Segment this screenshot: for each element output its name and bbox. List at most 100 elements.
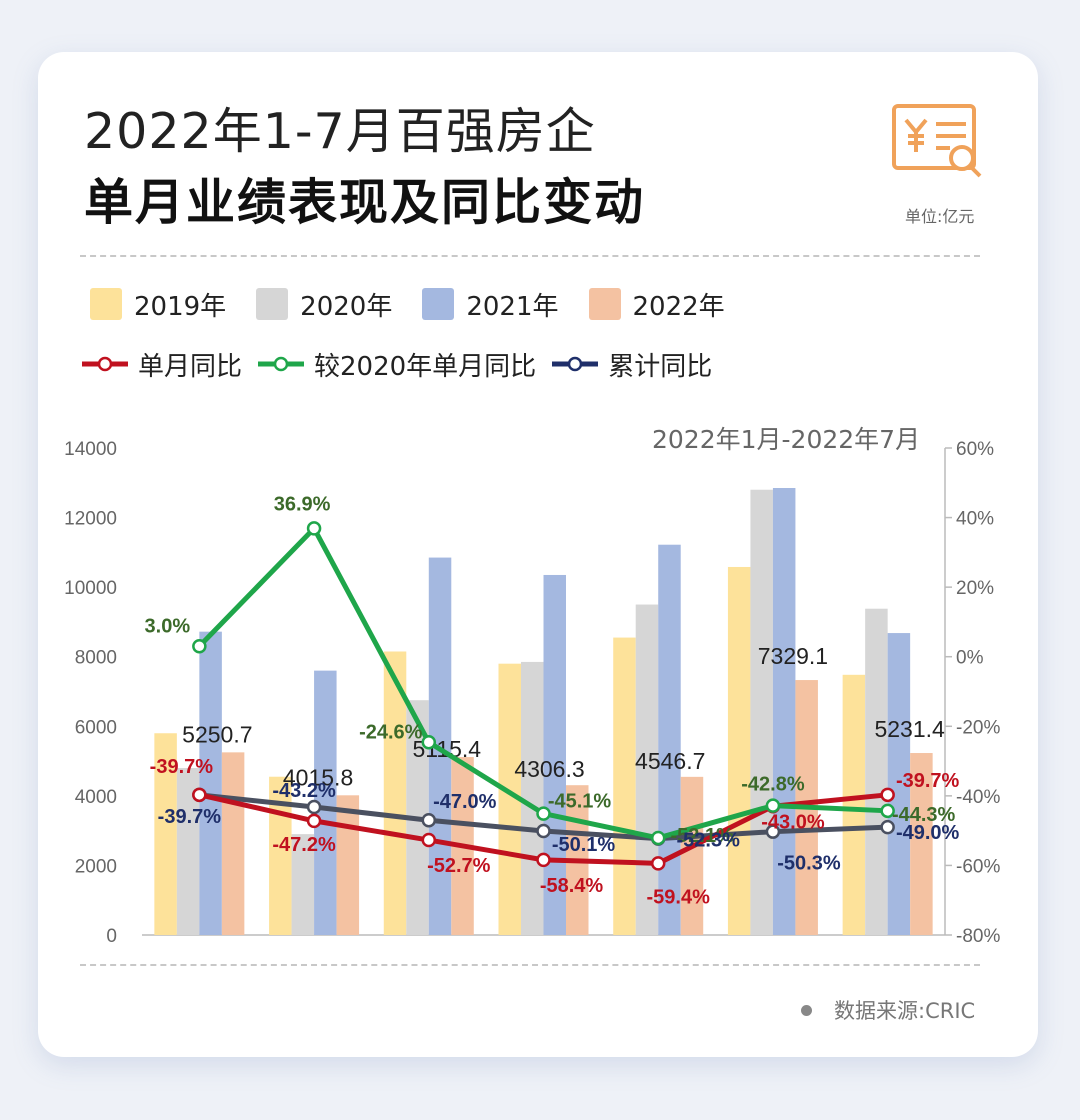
legend-line-marker	[552, 356, 599, 372]
y-right-tick-label: -20%	[956, 717, 1000, 738]
line-monthly-yoy-label: -59.4%	[647, 886, 711, 908]
y-left-tick-label: 6000	[75, 717, 117, 738]
y-left-tick-label: 4000	[75, 787, 117, 808]
line-cumulative-point	[421, 812, 437, 828]
line-cumulative-label: -47.0%	[433, 791, 497, 813]
bar-2020	[865, 608, 888, 935]
line-vs-2020-label: -24.6%	[359, 721, 423, 743]
line-cumulative-point	[765, 824, 781, 839]
receipt-search-icon	[892, 104, 982, 178]
bar-2020	[750, 489, 773, 935]
legend-item-2021: 2021年	[422, 286, 559, 323]
bar-2019	[842, 674, 866, 935]
bar-2021	[199, 631, 222, 935]
line-vs-2020-label: -44.3%	[892, 804, 956, 826]
line-vs-2020-point	[536, 806, 551, 821]
legend-item-2022: 2022年	[588, 286, 725, 323]
source-text: 数据来源:CRIC	[834, 999, 976, 1023]
bar-2019	[498, 663, 521, 935]
legend-label: 2022年	[632, 291, 725, 322]
y-right-tick-label: 20%	[956, 578, 994, 599]
bar-2022	[336, 795, 360, 935]
line-vs-2020-point	[765, 798, 781, 813]
line-monthly-yoy-point	[650, 856, 666, 871]
bar-2021	[887, 633, 911, 935]
bar-2019	[383, 651, 407, 935]
line-cumulative-label: -49.0%	[896, 822, 960, 844]
legend-item-2020: 2020年	[256, 286, 392, 323]
y-left-tick-label: 0	[106, 926, 117, 947]
data-source: 数据来源:CRIC	[801, 995, 975, 1025]
legend-line-monthly-yoy: 单月同比	[80, 346, 242, 383]
bar-value-label-2022: 4546.7	[635, 748, 705, 774]
y-right-tick-label: 40%	[956, 509, 994, 530]
line-monthly-yoy-point	[880, 787, 895, 803]
line-cumulative-label: -50.3%	[777, 853, 841, 875]
legend-swatch	[256, 288, 289, 320]
bar-value-label-2022: 5250.7	[182, 721, 252, 747]
y-right-tick-label: 60%	[956, 439, 994, 460]
legend-label: 单月同比	[138, 351, 243, 382]
title-line2: 单月业绩表现及同比变动	[84, 174, 646, 231]
line-monthly-yoy-label: -58.4%	[540, 875, 604, 897]
y-left-tick-label: 2000	[75, 856, 117, 877]
legend-line-marker	[82, 356, 128, 372]
line-cumulative-label: -39.7%	[158, 806, 222, 828]
bar-value-label-2022: 7329.1	[758, 643, 828, 669]
bar-value-label-2022: 4306.3	[514, 756, 584, 782]
line-vs-2020-label: -45.1%	[548, 791, 612, 813]
line-vs-2020-label: 3.0%	[145, 615, 191, 637]
y-right-tick-label: -40%	[956, 787, 1000, 808]
bar-2019	[154, 733, 177, 935]
line-cumulative-point	[536, 823, 551, 839]
legend-swatch	[588, 288, 621, 320]
line-legend: 单月同比 较2020年单月同比 累计同比	[80, 345, 726, 383]
line-vs-2020-label: -52.1%	[671, 825, 735, 847]
y-left-tick-label: 12000	[64, 509, 117, 530]
bar-2020	[291, 834, 315, 935]
legend-label: 2020年	[300, 291, 393, 322]
line-vs-2020-label: -42.8%	[741, 774, 805, 796]
y-left-tick-label: 14000	[64, 439, 117, 460]
line-monthly-yoy-label: -52.7%	[427, 855, 491, 877]
bar-2021	[772, 488, 796, 935]
y-left-tick-label: 8000	[75, 648, 117, 669]
bar-2020	[521, 661, 544, 935]
legend-line-marker	[258, 356, 305, 372]
bar-legend: 2019年 2020年 2021年 2022年	[90, 285, 755, 323]
bar-2020	[176, 768, 200, 935]
bar-2021	[314, 670, 337, 935]
line-cumulative-label: -50.1%	[552, 834, 616, 856]
divider-bottom	[80, 964, 980, 966]
line-monthly-yoy-label: -47.2%	[272, 834, 336, 856]
legend-swatch	[90, 288, 122, 320]
bar-2022	[680, 776, 704, 935]
bar-2019	[727, 566, 751, 935]
line-cumulative-point	[880, 819, 895, 835]
bullet-dot	[801, 1004, 812, 1016]
legend-label: 较2020年单月同比	[314, 351, 537, 382]
legend-line-vs-2020: 较2020年单月同比	[256, 346, 536, 383]
line-vs-2020-point	[650, 830, 666, 846]
line-monthly-yoy-label: -39.7%	[150, 756, 214, 778]
line-monthly-yoy-point	[536, 852, 551, 868]
line-vs-2020-point	[880, 803, 895, 819]
line-cumulative-point	[306, 799, 322, 815]
legend-swatch	[422, 288, 455, 320]
title-line1: 2022年1-7月百强房企	[84, 103, 596, 160]
legend-label: 2019年	[134, 291, 227, 322]
bar-value-label-2022: 5231.4	[874, 716, 945, 742]
line-vs-2020-point	[306, 521, 322, 536]
legend-label: 累计同比	[608, 351, 713, 382]
legend-label: 2021年	[466, 291, 559, 322]
bar-value-label-2022: 4015.8	[283, 764, 353, 790]
line-monthly-yoy-point	[421, 832, 437, 848]
line-cumulative-label: -52.3%	[677, 830, 741, 852]
line-monthly-yoy-point	[192, 787, 207, 803]
legend-item-2019: 2019年	[90, 286, 226, 323]
divider-top	[80, 255, 980, 257]
y-left-tick-label: 10000	[64, 578, 117, 599]
line-monthly-yoy-label: -39.7%	[896, 770, 960, 792]
bar-2022	[221, 752, 245, 935]
